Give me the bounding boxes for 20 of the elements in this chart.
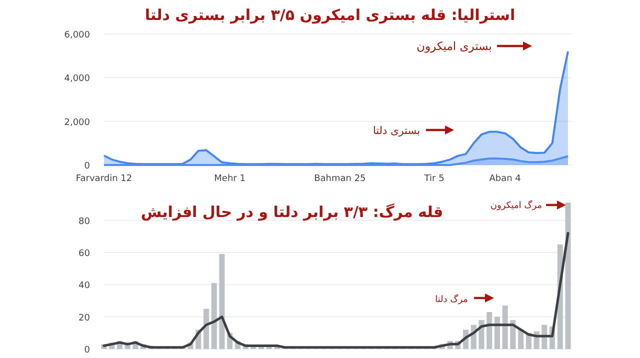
- y-tick-label: 20: [78, 313, 90, 324]
- x-tick-label: Aban 4: [489, 174, 522, 184]
- y-tick-label: 0: [84, 346, 90, 356]
- annotation: مرگ دلتا: [435, 293, 468, 305]
- y-tick-label: 4,000: [64, 74, 90, 84]
- annotation: بستری دلتا: [372, 125, 420, 137]
- y-tick-label: 60: [78, 248, 90, 259]
- y-tick-label: 40: [78, 281, 90, 292]
- y-tick-label: 2,000: [64, 118, 90, 128]
- y-tick-label: 0: [84, 162, 90, 172]
- x-tick-label: Tir 5: [423, 174, 444, 184]
- chart-title: قله مرگ: ۳/۳ برابر دلتا و در حال افزایش: [140, 203, 444, 221]
- x-tick-label: Mehr 1: [214, 174, 246, 184]
- chart-title: استرالیا: قله بستری امیکرون ۳/۵ برابر بستری دلتا: [144, 6, 516, 24]
- y-tick-label: 6,000: [64, 30, 90, 40]
- annotation: مرگ امیکرون: [490, 199, 542, 211]
- x-tick-label: Farvardin 12: [76, 174, 132, 184]
- annotation: بستری امیکرون: [416, 39, 492, 53]
- y-tick-label: 80: [78, 216, 90, 227]
- x-tick-label: Bahman 25: [314, 174, 366, 184]
